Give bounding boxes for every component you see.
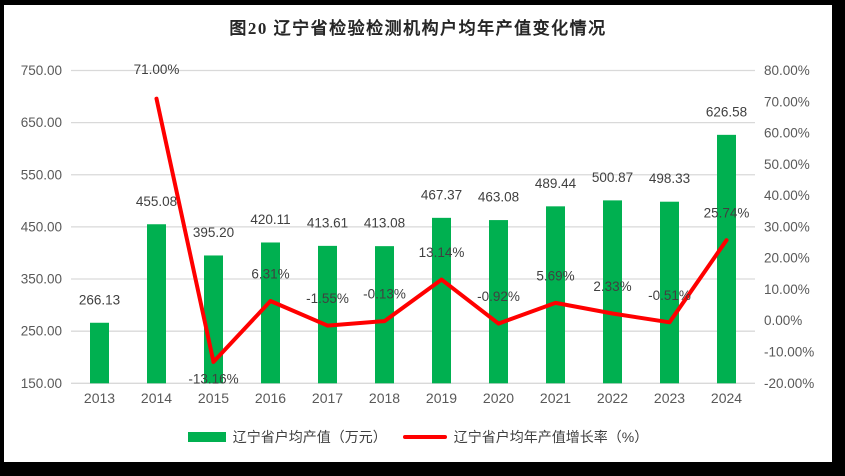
right-axis-tick-label: 0.00%: [764, 313, 802, 328]
right-axis-tick-label: -20.00%: [764, 376, 814, 391]
bar-data-label: 626.58: [706, 104, 747, 119]
bar-2018: [375, 246, 394, 384]
x-axis-label: 2015: [198, 390, 229, 406]
bar-data-label: 395.20: [193, 225, 234, 240]
left-axis-tick-label: 250.00: [21, 324, 62, 339]
line-data-label: -0.13%: [363, 287, 406, 302]
x-axis-label: 2023: [654, 390, 685, 406]
left-axis-tick-label: 650.00: [21, 115, 62, 130]
right-axis-tick-label: 80.00%: [764, 63, 810, 78]
growth-rate-line: [154, 96, 729, 364]
line-data-label: 6.31%: [251, 267, 289, 282]
bar-2020: [489, 220, 508, 384]
bar-2024: [717, 134, 736, 384]
bar-2019: [432, 217, 451, 384]
bar-series-swatch-icon: [187, 432, 226, 442]
chart-title: 图20 辽宁省检验检测机构户均年产值变化情况: [229, 19, 607, 38]
right-axis-tick-label: -10.00%: [764, 345, 814, 360]
bar-data-label: 455.08: [136, 194, 177, 209]
x-axis-label: 2024: [711, 390, 742, 406]
bar-2021: [546, 206, 565, 384]
bar-2013: [90, 322, 109, 384]
right-axis-tick-label: 10.00%: [764, 282, 810, 297]
bar-data-label: 498.33: [649, 171, 690, 186]
line-series-swatch-icon: [402, 435, 447, 439]
legend-item-output-value: 辽宁省户均产值（万元）: [187, 427, 387, 447]
left-axis-tick-label: 750.00: [21, 63, 62, 78]
bar-data-label: 463.08: [478, 190, 519, 205]
line-data-label: -0.51%: [648, 288, 691, 303]
bar-2016: [261, 242, 280, 384]
line-data-label: 71.00%: [134, 62, 180, 77]
right-axis-tick-label: 50.00%: [764, 157, 810, 172]
legend-item-growth-rate: 辽宁省户均年产值增长率（%）: [402, 427, 649, 447]
left-axis-tick-label: 150.00: [21, 376, 62, 391]
line-data-label: 13.14%: [419, 245, 465, 260]
bar-2014: [147, 224, 166, 384]
bar-data-label: 266.13: [79, 292, 120, 307]
right-axis-tick-label: 70.00%: [764, 94, 810, 109]
x-axis-label: 2014: [141, 390, 172, 406]
left-axis-tick-label: 450.00: [21, 219, 62, 234]
line-data-label: -1.55%: [306, 291, 349, 306]
x-axis-label: 2020: [483, 390, 514, 406]
right-axis-tick-label: 60.00%: [764, 126, 810, 141]
line-data-label: 25.74%: [704, 206, 750, 221]
bar-data-label: 500.87: [592, 170, 633, 185]
chart-legend: 辽宁省户均产值（万元） 辽宁省户均年产值增长率（%）: [4, 427, 832, 447]
line-data-label: 5.69%: [536, 268, 574, 283]
legend-label-growth-rate: 辽宁省户均年产值增长率（%）: [453, 429, 649, 445]
bar-2017: [318, 245, 337, 384]
right-axis-tick-label: 40.00%: [764, 188, 810, 203]
bar-2022: [603, 200, 622, 384]
x-axis-label: 2013: [84, 390, 115, 406]
legend-label-output-value: 辽宁省户均产值（万元）: [232, 429, 387, 445]
line-data-label: 2.33%: [593, 279, 631, 294]
bar-data-label: 489.44: [535, 176, 577, 191]
x-axis-label: 2022: [597, 390, 628, 406]
x-axis-label: 2017: [312, 390, 343, 406]
x-axis-label: 2016: [255, 390, 286, 406]
bar-data-label: 413.08: [364, 216, 405, 231]
line-data-label: -0.92%: [477, 289, 520, 304]
line-data-label: -13.16%: [188, 371, 238, 386]
x-axis-label: 2019: [426, 390, 457, 406]
right-axis-tick-label: 30.00%: [764, 219, 810, 234]
x-axis-label: 2021: [540, 390, 571, 406]
left-axis-tick-label: 550.00: [21, 167, 62, 182]
x-axis-label: 2018: [369, 390, 400, 406]
bar-2023: [660, 201, 679, 384]
left-axis-tick-label: 350.00: [21, 272, 62, 287]
bar-data-label: 420.11: [250, 212, 290, 227]
right-axis-tick-label: 20.00%: [764, 251, 810, 266]
combo-chart-plot: 150.00 250.00 350.00 450.00 550.00 650.00 750.…: [21, 62, 815, 406]
bar-2015: [204, 255, 223, 384]
bar-data-label: 413.61: [307, 215, 348, 230]
bar-data-label: 467.37: [421, 187, 462, 202]
